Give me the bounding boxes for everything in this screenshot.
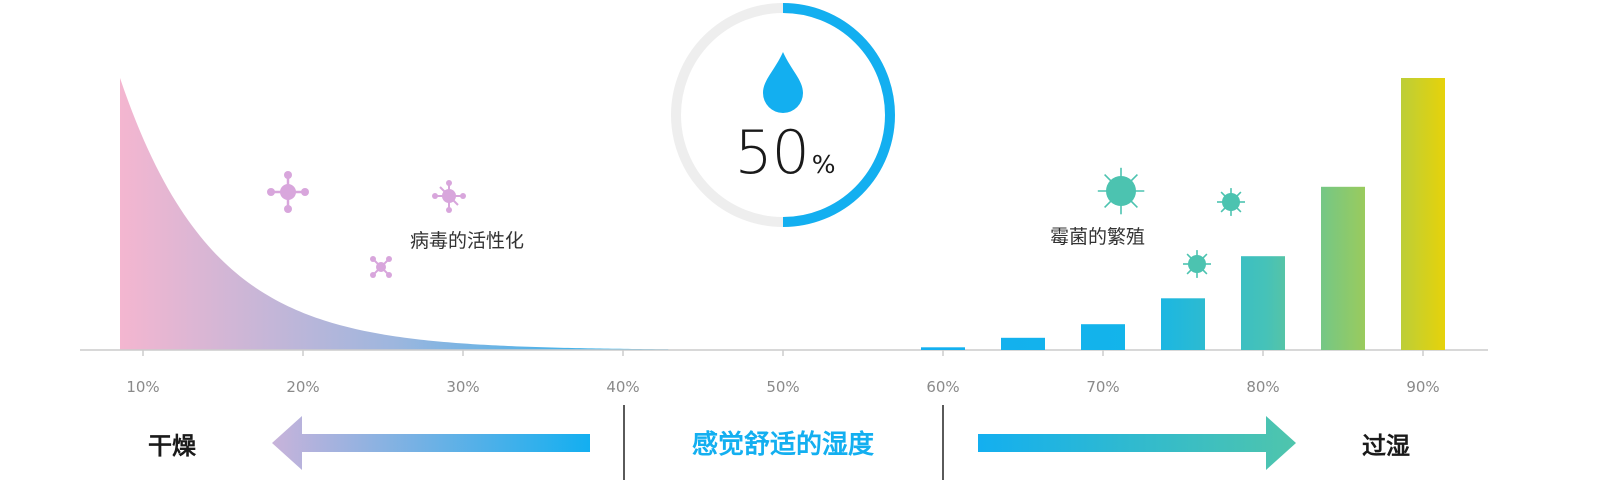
mold-bar <box>1401 78 1445 350</box>
x-axis-ticks <box>142 350 1424 356</box>
mold-bars <box>921 78 1445 350</box>
x-tick-label: 60% <box>926 378 960 396</box>
x-tick-label: 20% <box>286 378 320 396</box>
virus-icon <box>267 171 309 213</box>
mold-icon <box>1097 167 1145 215</box>
mold-bar <box>921 347 965 350</box>
water-drop-icon <box>763 52 803 113</box>
mold-bar <box>1321 186 1365 350</box>
mold-bar <box>1081 324 1125 350</box>
comfort-zone-label: 感觉舒适的湿度 <box>691 430 874 460</box>
virus-icon <box>432 180 466 213</box>
humidity-unit: % <box>811 150 836 179</box>
x-tick-label: 50% <box>766 378 800 396</box>
mold-icons <box>1097 167 1245 278</box>
humid-arrow <box>978 416 1296 470</box>
dry-zone-label: 干燥 <box>148 432 196 460</box>
virus-activity-label: 病毒的活性化 <box>410 230 525 252</box>
mold-icon <box>1183 250 1211 278</box>
humidity-value: 50 <box>734 118 809 188</box>
gauge-arc <box>782 3 895 227</box>
virus-activity-curve <box>120 78 670 350</box>
x-tick-label: 40% <box>606 378 640 396</box>
x-tick-label: 70% <box>1086 378 1120 396</box>
mold-bar <box>1001 337 1045 350</box>
x-tick-label: 80% <box>1246 378 1280 396</box>
humid-zone-label: 过湿 <box>1362 432 1410 460</box>
humidity-gauge <box>671 3 895 227</box>
x-tick-label: 30% <box>446 378 480 396</box>
humidity-readout: 50% <box>700 118 870 188</box>
x-tick-label: 90% <box>1406 378 1440 396</box>
dry-arrow <box>272 416 590 470</box>
virus-icon <box>370 256 392 278</box>
mold-growth-label: 霉菌的繁殖 <box>1050 226 1146 248</box>
x-tick-label: 10% <box>126 378 160 396</box>
mold-bar <box>1241 256 1285 350</box>
mold-bar <box>1161 298 1205 350</box>
mold-icon <box>1217 188 1245 216</box>
